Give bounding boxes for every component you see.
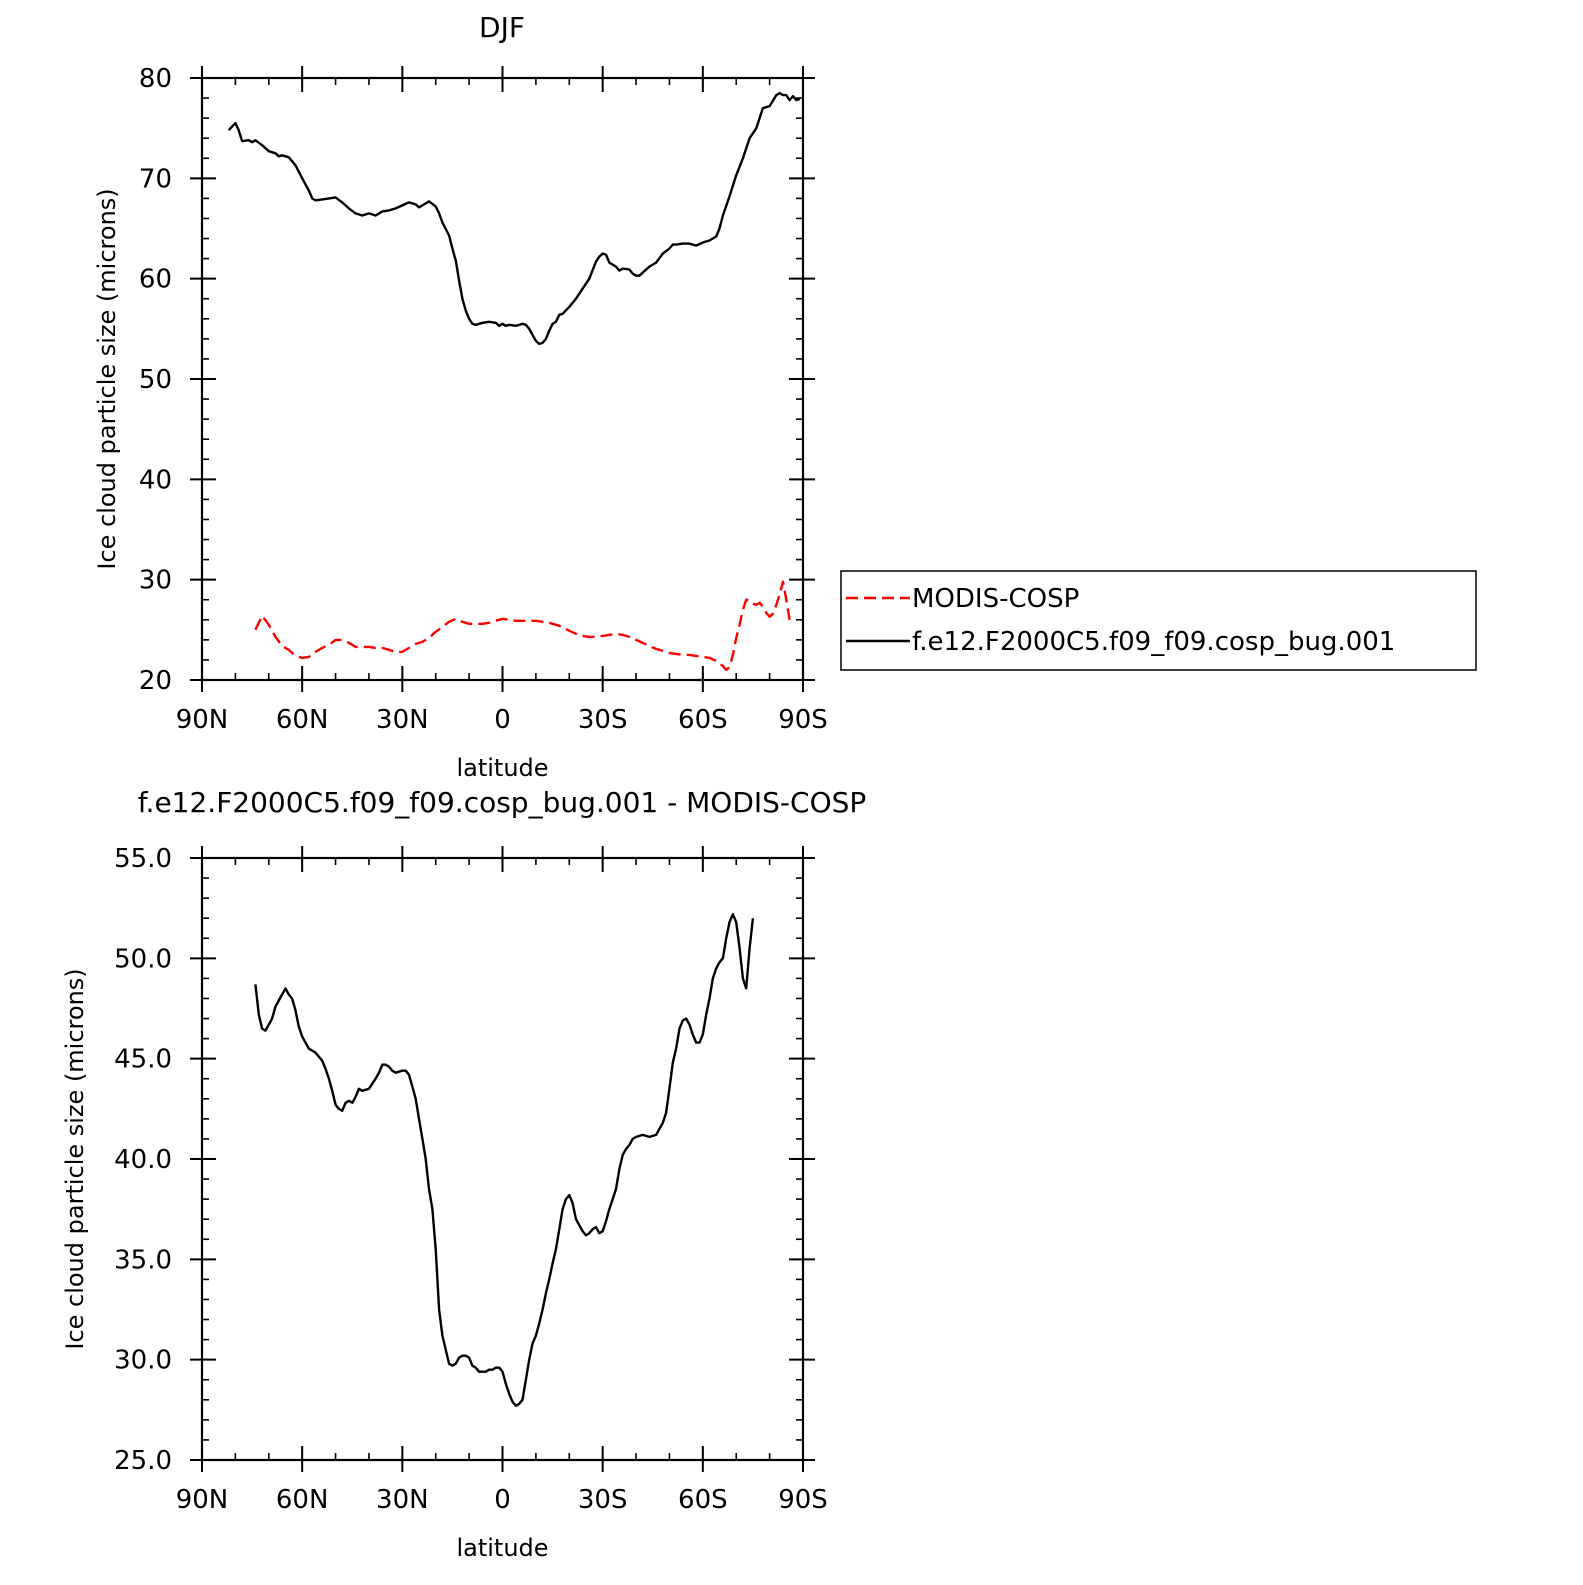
legend-box [840, 570, 1477, 671]
x-axis-label: latitude [456, 1534, 548, 1562]
x-tick-label: 30N [376, 1485, 429, 1515]
chart-2: 90N 60N 30N 0 30S 60S 90S 25.0 30.0 35.0 40.0 45.0 5… [61, 786, 866, 1562]
x-tick-label: 30S [578, 1485, 628, 1515]
series-line-2 [227, 91, 801, 346]
y-tick-label: 30.0 [114, 1346, 172, 1376]
y-tick-label: 50 [139, 365, 172, 395]
series-line-1 [254, 580, 791, 672]
x-tick-label: 90N [176, 705, 229, 735]
y-tick-label: 40 [139, 465, 172, 495]
chart-title: f.e12.F2000C5.f09_f09.cosp_bug.001 - MOD… [138, 786, 867, 819]
y-axis-label: Ice cloud particle size (microns) [61, 968, 89, 1349]
x-tick-label: 0 [494, 1485, 511, 1515]
chart-1: 90N 60N 30N 0 30S 60S 90S 20 30 40 50 60 70 80 DJF lati… [93, 11, 1477, 782]
y-tick-label: 40.0 [114, 1145, 172, 1175]
x-tick-label: 90S [778, 1485, 828, 1515]
legend-label: MODIS-COSP [912, 584, 1079, 614]
y-tick-label: 60 [139, 265, 172, 295]
x-tick-label: 90N [176, 1485, 229, 1515]
x-tick-label: 60S [678, 705, 728, 735]
y-tick-label: 70 [139, 164, 172, 194]
y-axis-label: Ice cloud particle size (microns) [93, 188, 121, 569]
x-tick-label: 0 [494, 705, 511, 735]
y-tick-label: 35.0 [114, 1245, 172, 1275]
series-line-1 [254, 913, 755, 1407]
x-tick-label: 90S [778, 705, 828, 735]
y-tick-label: 25.0 [114, 1446, 172, 1476]
x-tick-label: 30S [578, 705, 628, 735]
x-tick-label: 30N [376, 705, 429, 735]
y-tick-label: 30 [139, 566, 172, 596]
x-axis-label: latitude [456, 754, 548, 782]
plot-frame [200, 76, 805, 682]
x-tick-label: 60S [678, 1485, 728, 1515]
chart-title: DJF [479, 11, 525, 44]
legend-label: f.e12.F2000C5.f09_f09.cosp_bug.001 [912, 627, 1395, 657]
y-tick-label: 55.0 [114, 844, 172, 874]
x-tick-label: 60N [276, 705, 329, 735]
y-tick-label: 45.0 [114, 1045, 172, 1075]
y-tick-label: 50.0 [114, 944, 172, 974]
x-tick-label: 60N [276, 1485, 329, 1515]
plot-frame [200, 856, 805, 1462]
y-tick-label: 20 [139, 666, 172, 696]
legend: MODIS-COSP f.e12.F2000C5.f09_f09.cosp_bug… [840, 570, 1477, 671]
y-tick-label: 80 [139, 64, 172, 94]
